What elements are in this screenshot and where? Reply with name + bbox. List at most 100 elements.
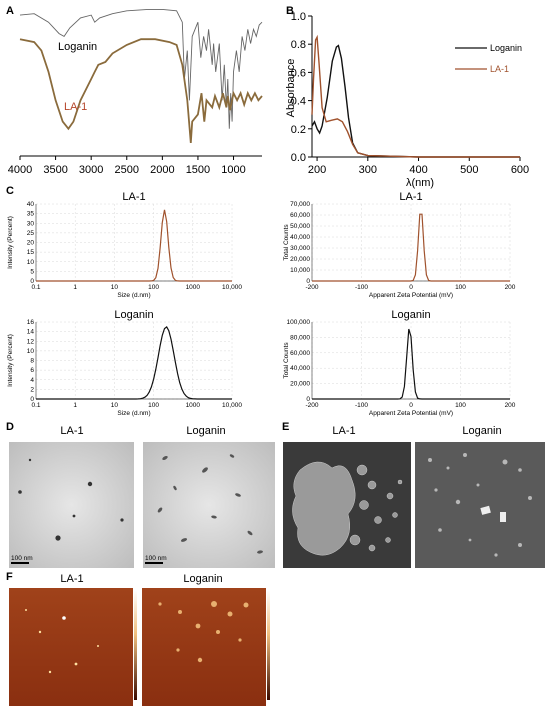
distribution-curve [312,328,510,400]
x-axis-label: Size (d.nm) [117,292,150,299]
x-tick-label: 100 [455,402,466,409]
y-tick-label: 60,000 [290,350,310,357]
uv-x-label: λ(nm) [406,177,434,189]
x-tick-label: 10 [111,284,119,291]
y-tick-label: 0 [306,396,310,403]
distribution-curve [312,213,510,282]
x-tick-label: 100 [455,284,466,291]
uv-x-tick-label: 400 [409,164,427,176]
afm-colorbar-la1 [134,590,137,700]
ftir-x-tick-label: 3000 [79,164,103,176]
y-tick-label: 6 [30,367,34,374]
sem-title-loganin: Loganin [462,425,501,437]
panel-label-a: A [6,5,14,17]
y-tick-label: 10 [27,348,35,355]
distribution-curve [36,325,232,400]
panel-label-c: C [6,185,14,197]
sem-aggregates-la1 [292,461,403,556]
uv-y-tick-label: 0.4 [291,96,306,108]
x-tick-label: 0.1 [31,284,40,291]
sem-images: LA-1 Loganin [283,425,545,568]
y-axis-label: Total Counts [283,224,290,261]
y-tick-label: 2 [30,386,34,393]
uv-x-tick-label: 600 [511,164,529,176]
y-tick-label: 20,000 [290,256,310,263]
uv-y-tick-label: 0.2 [291,124,306,136]
ftir-label-la1: LA-1 [64,101,87,113]
ftir-x-tick-label: 2500 [115,164,139,176]
ftir-chart: 4000 3500 3000 2500 2000 1500 1000 Loganin LA-… [8,8,263,176]
afm-title-la1: LA-1 [60,573,83,585]
tem-image-loganin [143,442,275,568]
x-tick-label: -100 [355,402,368,409]
ftir-x-tick-label: 4000 [8,164,32,176]
dls-size-la1-chart: LA-1 0 5 10 15 20 25 30 35 40 0.1 1 10 100 1000 10,000 I… [7,191,242,299]
sem-title-la1: LA-1 [332,425,355,437]
y-axis-label: Total Counts [283,342,290,379]
afm-image-loganin [142,588,266,706]
y-tick-label: 4 [30,377,34,384]
afm-images: LA-1 Loganin [9,573,270,706]
x-tick-label: 200 [505,402,516,409]
y-tick-label: 5 [30,268,34,275]
sem-particles-loganin [428,453,532,557]
y-tick-label: 16 [27,319,35,326]
y-tick-label: 14 [27,329,35,336]
y-tick-label: 35 [27,211,35,218]
tem-title-la1: LA-1 [60,425,83,437]
y-tick-label: 15 [27,249,35,256]
uv-x-tick-label: 200 [308,164,326,176]
afm-image-la1 [9,588,133,706]
y-tick-label: 50,000 [290,223,310,230]
x-tick-label: 10,000 [222,402,242,409]
y-tick-label: 25 [27,230,35,237]
uv-y-tick-label: 1.0 [291,11,306,23]
tem-title-loganin: Loganin [186,425,225,437]
uv-y-label: Absorbance [285,59,297,118]
tem-images: LA-1 Loganin 100 nm 100 nm [9,425,275,568]
x-tick-label: 100 [148,402,159,409]
chart-title: Loganin [114,309,153,321]
ftir-series-loganin [19,8,263,129]
x-tick-label: 200 [505,284,516,291]
x-tick-label: 0 [409,402,413,409]
ftir-x-tick-label: 1000 [221,164,245,176]
afm-particles-la1 [25,609,99,674]
x-tick-label: 1000 [186,402,201,409]
ftir-label-loganin: Loganin [58,41,97,53]
x-tick-label: 100 [148,284,159,291]
y-tick-label: 80,000 [290,334,310,341]
chart-title: LA-1 [399,191,422,203]
y-axis-label: Intensity (Percent) [7,216,14,269]
y-tick-label: 0 [30,396,34,403]
distribution-curve [36,209,232,282]
panel-label-b: B [286,5,294,17]
y-tick-label: 100,000 [287,319,311,326]
y-tick-label: 0 [306,278,310,285]
y-tick-label: 10 [27,259,35,266]
x-tick-label: 1 [73,402,77,409]
zeta-loganin-chart: Loganin 0 20,000 40,000 60,000 80,000 100,000 -… [283,309,516,417]
uv-y-tick-label: 0.8 [291,39,306,51]
zeta-la1-chart: LA-1 0 10,000 20,000 30,000 40,000 50,000 60,00… [283,191,516,299]
uv-y-tick-label: 0.6 [291,67,306,79]
afm-particles-loganin [158,601,249,663]
x-axis-label: Apparent Zeta Potential (mV) [369,292,453,299]
ftir-x-tick-label: 3500 [43,164,67,176]
y-tick-label: 0 [30,278,34,285]
y-tick-label: 40,000 [290,365,310,372]
uv-y-tick-label: 0.0 [291,152,306,164]
x-tick-label: 0 [409,284,413,291]
panel-label-e: E [282,421,289,433]
y-tick-label: 8 [30,358,34,365]
y-tick-label: 12 [27,338,35,345]
x-axis-label: Apparent Zeta Potential (mV) [369,410,453,417]
y-tick-label: 20,000 [290,381,310,388]
ftir-x-tick-label: 1500 [186,164,210,176]
ftir-x-tick-label: 2000 [150,164,174,176]
chart-title: LA-1 [122,191,145,203]
uv-series-loganin [311,44,520,158]
x-axis-label: Size (d.nm) [117,410,150,417]
x-tick-label: -100 [355,284,368,291]
x-tick-label: 10 [111,402,119,409]
